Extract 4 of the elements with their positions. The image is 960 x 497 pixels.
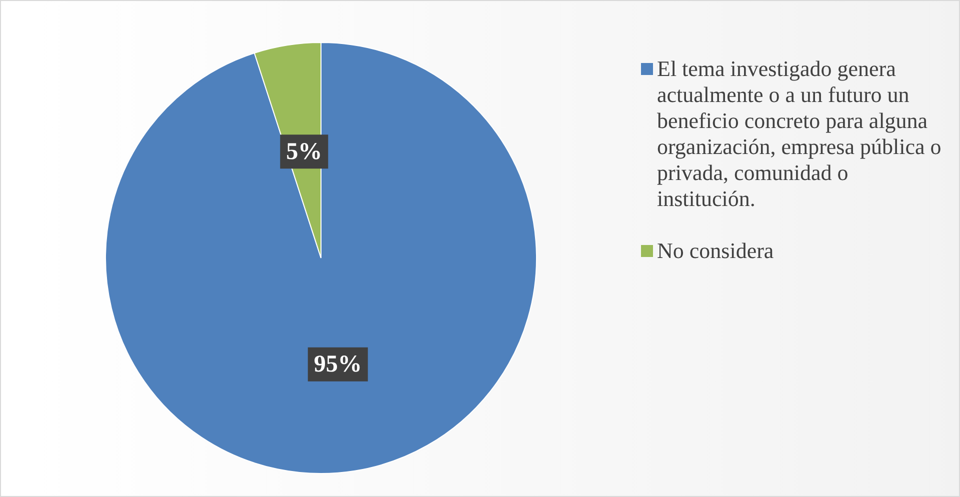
data-label: 5% [286, 138, 322, 165]
legend-label: No considera [657, 238, 774, 264]
slice-label: El tema investigado genera actualmente o a un futuro un beneficio concreto para alguna organización, empresa pública o privada, comunidad o institución. [657, 56, 942, 212]
data-label: 95% [314, 352, 362, 378]
